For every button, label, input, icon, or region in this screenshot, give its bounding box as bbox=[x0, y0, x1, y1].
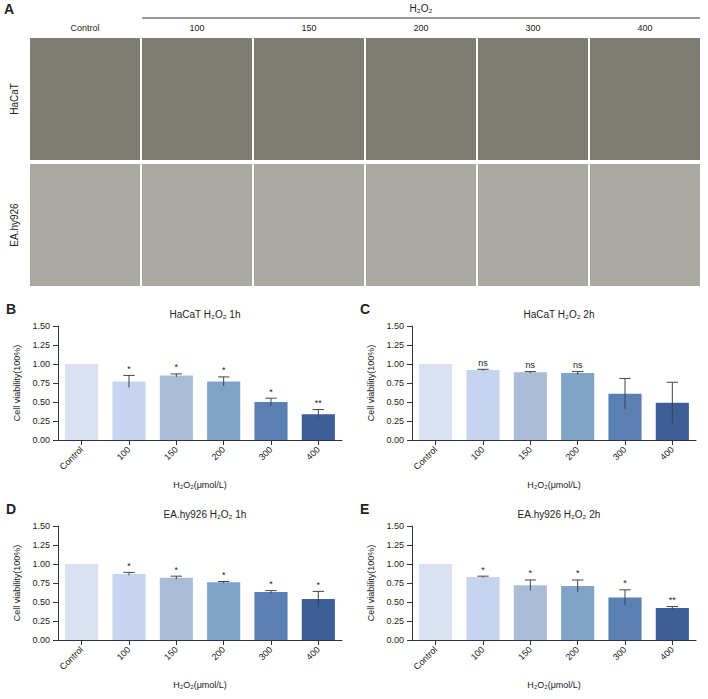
svg-text:*: * bbox=[269, 579, 273, 589]
svg-text:150: 150 bbox=[301, 23, 316, 33]
svg-text:0.75: 0.75 bbox=[386, 578, 404, 588]
svg-text:H₂O₂(μmol/L): H₂O₂(μmol/L) bbox=[173, 480, 227, 490]
svg-text:Cell viability(100%): Cell viability(100%) bbox=[12, 345, 22, 422]
svg-text:*: * bbox=[127, 561, 131, 571]
svg-text:150: 150 bbox=[516, 644, 534, 662]
svg-text:0.00: 0.00 bbox=[32, 635, 50, 645]
svg-text:*: * bbox=[269, 387, 273, 397]
svg-text:*: * bbox=[481, 565, 485, 575]
svg-text:Control: Control bbox=[70, 23, 99, 33]
svg-text:0.75: 0.75 bbox=[386, 378, 404, 388]
svg-text:HaCaT H₂O₂ 2h: HaCaT H₂O₂ 2h bbox=[524, 309, 595, 320]
svg-text:Control: Control bbox=[58, 644, 86, 672]
svg-text:Control: Control bbox=[412, 444, 440, 472]
svg-text:Cell viability(100%): Cell viability(100%) bbox=[12, 545, 22, 622]
svg-text:*: * bbox=[127, 364, 131, 374]
svg-text:1.50: 1.50 bbox=[386, 521, 404, 531]
svg-text:300: 300 bbox=[257, 444, 275, 462]
svg-text:HaCaT: HaCaT bbox=[9, 83, 20, 115]
svg-text:1.00: 1.00 bbox=[32, 559, 50, 569]
svg-text:200: 200 bbox=[564, 644, 582, 662]
svg-text:*: * bbox=[623, 578, 627, 588]
svg-text:*: * bbox=[529, 568, 533, 578]
svg-text:1.25: 1.25 bbox=[386, 340, 404, 350]
svg-text:300: 300 bbox=[257, 644, 275, 662]
svg-text:0.25: 0.25 bbox=[32, 616, 50, 626]
svg-text:0.00: 0.00 bbox=[32, 435, 50, 445]
svg-text:300: 300 bbox=[525, 23, 540, 33]
svg-text:H₂O₂: H₂O₂ bbox=[410, 3, 433, 14]
svg-text:E: E bbox=[360, 501, 369, 517]
svg-text:EA.hy926: EA.hy926 bbox=[9, 203, 20, 247]
svg-text:200: 200 bbox=[210, 444, 228, 462]
svg-text:D: D bbox=[6, 501, 16, 517]
svg-text:EA.hy926 H₂O₂ 1h: EA.hy926 H₂O₂ 1h bbox=[164, 509, 247, 520]
svg-text:100: 100 bbox=[115, 444, 133, 462]
svg-text:0.25: 0.25 bbox=[32, 416, 50, 426]
svg-text:1.25: 1.25 bbox=[386, 540, 404, 550]
svg-text:ns: ns bbox=[573, 360, 583, 370]
svg-text:100: 100 bbox=[469, 444, 487, 462]
svg-text:300: 300 bbox=[611, 444, 629, 462]
svg-text:ns: ns bbox=[478, 358, 488, 368]
svg-text:1.00: 1.00 bbox=[386, 359, 404, 369]
svg-text:B: B bbox=[6, 301, 16, 317]
svg-text:1.50: 1.50 bbox=[32, 521, 50, 531]
svg-text:0.75: 0.75 bbox=[32, 378, 50, 388]
svg-text:0.25: 0.25 bbox=[386, 616, 404, 626]
svg-text:400: 400 bbox=[304, 644, 322, 662]
svg-text:Cell viability(100%): Cell viability(100%) bbox=[366, 345, 376, 422]
svg-text:EA.hy926 H₂O₂ 2h: EA.hy926 H₂O₂ 2h bbox=[518, 509, 601, 520]
svg-text:400: 400 bbox=[658, 644, 676, 662]
svg-text:**: ** bbox=[315, 398, 323, 408]
svg-text:100: 100 bbox=[469, 644, 487, 662]
svg-text:0.50: 0.50 bbox=[386, 597, 404, 607]
svg-text:400: 400 bbox=[658, 444, 676, 462]
svg-text:0.50: 0.50 bbox=[32, 397, 50, 407]
svg-text:*: * bbox=[576, 568, 580, 578]
svg-text:H₂O₂(μmol/L): H₂O₂(μmol/L) bbox=[173, 680, 227, 690]
svg-text:0.50: 0.50 bbox=[32, 597, 50, 607]
svg-text:0.00: 0.00 bbox=[386, 635, 404, 645]
svg-text:*: * bbox=[222, 365, 226, 375]
svg-text:0.25: 0.25 bbox=[386, 416, 404, 426]
svg-text:1.00: 1.00 bbox=[386, 559, 404, 569]
svg-text:200: 200 bbox=[564, 444, 582, 462]
svg-text:150: 150 bbox=[162, 444, 180, 462]
svg-text:1.25: 1.25 bbox=[32, 540, 50, 550]
svg-text:1.25: 1.25 bbox=[32, 340, 50, 350]
svg-text:300: 300 bbox=[611, 644, 629, 662]
svg-text:100: 100 bbox=[115, 644, 133, 662]
svg-text:1.50: 1.50 bbox=[386, 321, 404, 331]
svg-text:HaCaT H₂O₂ 1h: HaCaT H₂O₂ 1h bbox=[170, 309, 241, 320]
svg-text:1.00: 1.00 bbox=[32, 359, 50, 369]
svg-text:**: ** bbox=[669, 595, 677, 605]
svg-text:400: 400 bbox=[304, 444, 322, 462]
svg-text:H₂O₂(μmol/L): H₂O₂(μmol/L) bbox=[527, 480, 581, 490]
svg-text:100: 100 bbox=[189, 23, 204, 33]
svg-text:200: 200 bbox=[413, 23, 428, 33]
svg-text:H₂O₂(μmol/L): H₂O₂(μmol/L) bbox=[527, 680, 581, 690]
svg-text:*: * bbox=[175, 565, 179, 575]
svg-text:0.50: 0.50 bbox=[386, 397, 404, 407]
svg-text:C: C bbox=[360, 301, 370, 317]
svg-text:400: 400 bbox=[637, 23, 652, 33]
svg-text:200: 200 bbox=[210, 644, 228, 662]
svg-text:A: A bbox=[4, 1, 14, 17]
svg-text:150: 150 bbox=[162, 644, 180, 662]
svg-text:0.75: 0.75 bbox=[32, 578, 50, 588]
svg-text:Control: Control bbox=[412, 644, 440, 672]
svg-text:1.50: 1.50 bbox=[32, 321, 50, 331]
svg-text:*: * bbox=[317, 580, 321, 590]
svg-text:*: * bbox=[222, 570, 226, 580]
svg-text:150: 150 bbox=[516, 444, 534, 462]
svg-text:ns: ns bbox=[526, 360, 536, 370]
svg-text:0.00: 0.00 bbox=[386, 435, 404, 445]
svg-text:*: * bbox=[175, 362, 179, 372]
svg-text:Cell viability(100%): Cell viability(100%) bbox=[366, 545, 376, 622]
svg-text:Control: Control bbox=[58, 444, 86, 472]
